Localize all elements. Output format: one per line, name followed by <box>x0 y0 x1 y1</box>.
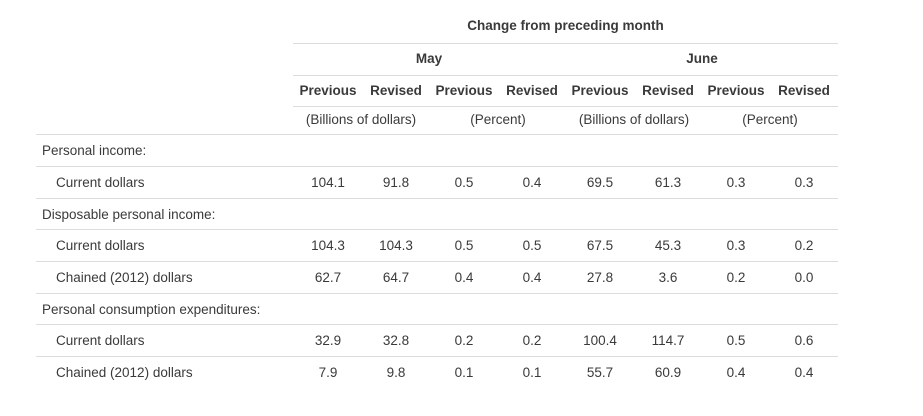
row-label-personal-income: Personal income: <box>42 143 147 158</box>
table-cell: 55.7 <box>586 365 614 380</box>
table-cell: 9.8 <box>386 365 406 380</box>
table-cell: 0.2 <box>454 333 474 348</box>
row-label-disposable-personal-income: Disposable personal income: <box>42 207 216 222</box>
table-cell: 0.4 <box>726 365 746 380</box>
row-divider <box>36 166 838 167</box>
table-cell: 0.5 <box>522 238 542 253</box>
table-cell: 114.7 <box>651 333 685 348</box>
table-cell: 100.4 <box>583 333 617 348</box>
col-header-may-revised-billions: Revised <box>370 83 422 98</box>
table-cell: 0.5 <box>454 175 474 190</box>
col-header-june-revised-percent: Revised <box>778 83 830 98</box>
row-divider <box>36 229 838 230</box>
table-cell: 0.0 <box>794 270 814 285</box>
table-cell: 91.8 <box>382 175 410 190</box>
table-cell: 61.3 <box>654 175 682 190</box>
table-cell: 0.3 <box>726 238 746 253</box>
table-cell: 32.9 <box>314 333 342 348</box>
table-cell: 0.4 <box>794 365 814 380</box>
table-cell: 45.3 <box>654 238 682 253</box>
table-title: Change from preceding month <box>467 18 664 33</box>
table-cell: 104.3 <box>379 238 413 253</box>
row-divider <box>36 324 838 325</box>
col-header-june-previous-billions: Previous <box>571 83 629 98</box>
row-label-pce-current: Current dollars <box>56 333 145 348</box>
table-cell: 0.4 <box>454 270 474 285</box>
table-cell: 3.6 <box>658 270 678 285</box>
header-bottom-rule <box>36 134 838 135</box>
table-cell: 0.1 <box>454 365 474 380</box>
col-header-may-revised-percent: Revised <box>506 83 558 98</box>
table-cell: 104.3 <box>311 238 345 253</box>
table-cell: 0.5 <box>726 333 746 348</box>
table-cell: 0.6 <box>794 333 814 348</box>
table-cell: 104.1 <box>311 175 345 190</box>
col-header-may-previous-percent: Previous <box>435 83 493 98</box>
unit-june-percent: (Percent) <box>742 112 798 127</box>
table-cell: 7.9 <box>318 365 338 380</box>
table-cell: 32.8 <box>382 333 410 348</box>
unit-may-billions: (Billions of dollars) <box>305 112 417 127</box>
unit-may-percent: (Percent) <box>470 112 526 127</box>
table-cell: 0.2 <box>794 238 814 253</box>
table-cell: 0.4 <box>522 175 542 190</box>
table-cell: 0.2 <box>726 270 746 285</box>
table-cell: 27.8 <box>586 270 614 285</box>
table-cell: 60.9 <box>654 365 682 380</box>
col-header-may-previous-billions: Previous <box>299 83 357 98</box>
table-cell: 69.5 <box>586 175 614 190</box>
column-header-rule <box>293 106 838 107</box>
row-divider <box>36 356 838 357</box>
table-cell: 0.1 <box>522 365 542 380</box>
table-cell: 0.5 <box>454 238 474 253</box>
month-header-may: May <box>415 51 443 66</box>
col-header-june-previous-percent: Previous <box>707 83 765 98</box>
table-cell: 62.7 <box>314 270 342 285</box>
table-cell: 64.7 <box>382 270 410 285</box>
row-label-pce-chained: Chained (2012) dollars <box>56 365 193 380</box>
row-label-disposable-current: Current dollars <box>56 238 145 253</box>
month-header-june: June <box>686 51 718 66</box>
col-header-june-revised-billions: Revised <box>642 83 694 98</box>
row-divider <box>36 293 838 294</box>
table-cell: 67.5 <box>586 238 614 253</box>
row-label-disposable-chained: Chained (2012) dollars <box>56 270 193 285</box>
row-label-personal-income-current: Current dollars <box>56 175 145 190</box>
row-divider <box>36 261 838 262</box>
table-cell: 0.4 <box>522 270 542 285</box>
month-rule <box>293 75 838 76</box>
title-rule <box>293 43 838 44</box>
table-cell: 0.3 <box>794 175 814 190</box>
row-label-personal-consumption-expenditures: Personal consumption expenditures: <box>42 302 261 317</box>
table-cell: 0.3 <box>726 175 746 190</box>
table-cell: 0.2 <box>522 333 542 348</box>
row-divider <box>36 198 838 199</box>
unit-june-billions: (Billions of dollars) <box>578 112 690 127</box>
